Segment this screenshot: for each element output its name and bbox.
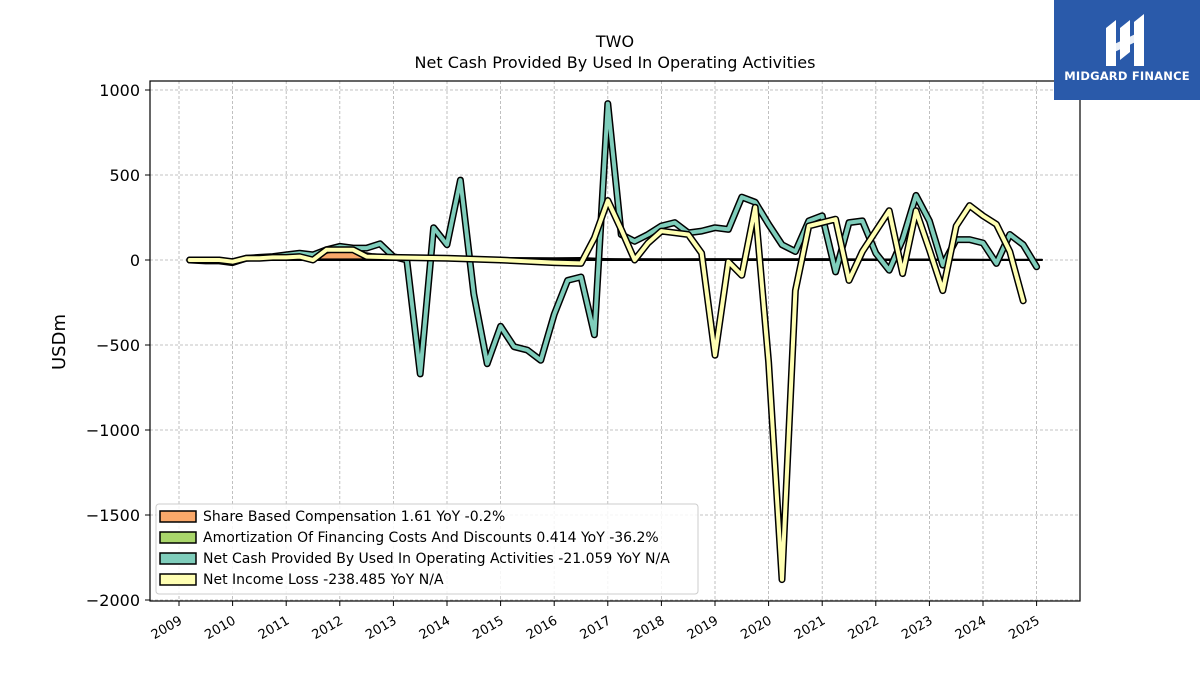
legend-label: Net Income Loss -238.485 YoY N/A [203, 572, 444, 588]
x-tick-label: 2023 [899, 613, 935, 643]
y-axis-label: USDm [49, 314, 70, 370]
legend-swatch [159, 531, 197, 544]
legend-swatch [159, 573, 197, 586]
x-tick-label: 2016 [524, 613, 560, 643]
x-tick-label: 2021 [792, 613, 828, 643]
x-tick-label: 2011 [256, 613, 292, 643]
legend-box [155, 503, 699, 595]
y-tick-label: 0 [130, 251, 140, 270]
x-tick-label: 2013 [363, 613, 399, 643]
brand-name: MIDGARD FINANCE [1064, 69, 1190, 83]
legend-label: Amortization Of Financing Costs And Disc… [203, 530, 659, 546]
plot-frame [149, 80, 1081, 602]
x-tick-label: 2014 [417, 613, 453, 643]
line-net-income-loss [187, 198, 1026, 582]
x-tick-label: 2018 [631, 613, 667, 643]
x-tick-label: 2010 [202, 613, 238, 643]
y-tick-label: −2000 [86, 591, 140, 610]
legend-label: Share Based Compensation 1.61 YoY -0.2% [203, 509, 505, 525]
legend-label: Net Cash Provided By Used In Operating A… [203, 551, 670, 567]
x-tick-label: 2022 [846, 613, 882, 643]
y-axis-ticks: 1000 500 0 −500 −1000 −1500 −2000 [86, 81, 150, 610]
chart-subtitle: Net Cash Provided By Used In Operating A… [415, 53, 816, 72]
line-series [186, 100, 1041, 584]
x-tick-label: 2009 [149, 613, 185, 643]
x-tick-label: 2020 [738, 613, 774, 643]
x-axis-ticks: 2009 2010 2011 2012 2013 2014 2015 2016 2017 2018… [149, 601, 1043, 643]
legend-swatch [159, 510, 197, 523]
chart-title: TWO [595, 32, 634, 51]
x-tick-label: 2025 [1006, 613, 1042, 643]
brand-logo: MIDGARD FINANCE [1054, 0, 1200, 100]
y-tick-label: 1000 [99, 81, 140, 100]
brand-logo-icon [1106, 14, 1144, 66]
y-tick-label: −1500 [86, 506, 140, 525]
y-tick-label: −500 [96, 336, 140, 355]
x-tick-label: 2024 [953, 613, 989, 643]
x-tick-label: 2019 [685, 613, 721, 643]
y-tick-label: 500 [109, 166, 140, 185]
y-tick-label: −1000 [86, 421, 140, 440]
x-tick-label: 2015 [470, 613, 506, 643]
legend: Share Based Compensation 1.61 YoY -0.2% A… [155, 503, 699, 595]
x-tick-label: 2012 [310, 613, 346, 643]
legend-swatch [159, 552, 197, 565]
x-tick-label: 2017 [578, 613, 614, 643]
